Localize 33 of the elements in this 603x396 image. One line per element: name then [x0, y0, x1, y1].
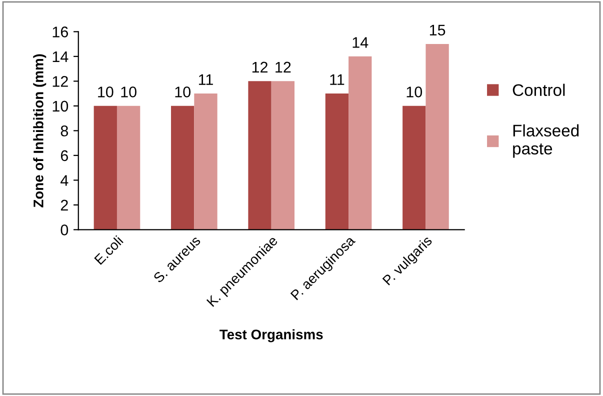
y-tick-label: 4	[60, 175, 68, 186]
data-label: 10	[406, 86, 422, 98]
bar	[325, 94, 349, 230]
data-label: 14	[352, 37, 368, 48]
data-label: 10	[175, 86, 190, 98]
bar	[94, 106, 117, 230]
bar	[116, 106, 140, 230]
y-tick-label: 14	[52, 51, 68, 62]
legend-label: Control	[512, 84, 565, 96]
bar	[248, 81, 272, 230]
y-tick-label: 12	[52, 76, 68, 87]
x-axis-title: Test Organisms	[220, 329, 323, 342]
y-axis-title: Zone of Inhibition (mm)	[33, 54, 46, 208]
y-tick-label: 16	[52, 26, 68, 38]
data-label: 10	[121, 86, 136, 98]
legend-label: Flaxseed paste	[513, 124, 579, 158]
data-label: 11	[198, 74, 213, 85]
bar	[426, 44, 449, 230]
data-label: 10	[98, 86, 114, 98]
y-tick-label: 6	[60, 150, 68, 162]
bar	[194, 94, 218, 230]
bar	[348, 56, 372, 230]
bar	[271, 81, 295, 230]
bar	[171, 106, 194, 230]
data-label: 12	[276, 62, 291, 72]
data-label: 11	[330, 74, 344, 85]
y-tick-label: 10	[52, 100, 68, 112]
y-tick-label: 8	[60, 126, 68, 136]
y-tick-label: 0	[60, 224, 68, 236]
y-tick-label: 2	[60, 200, 68, 210]
data-label: 12	[252, 62, 268, 72]
bar	[402, 106, 426, 230]
data-label: 15	[430, 24, 446, 36]
